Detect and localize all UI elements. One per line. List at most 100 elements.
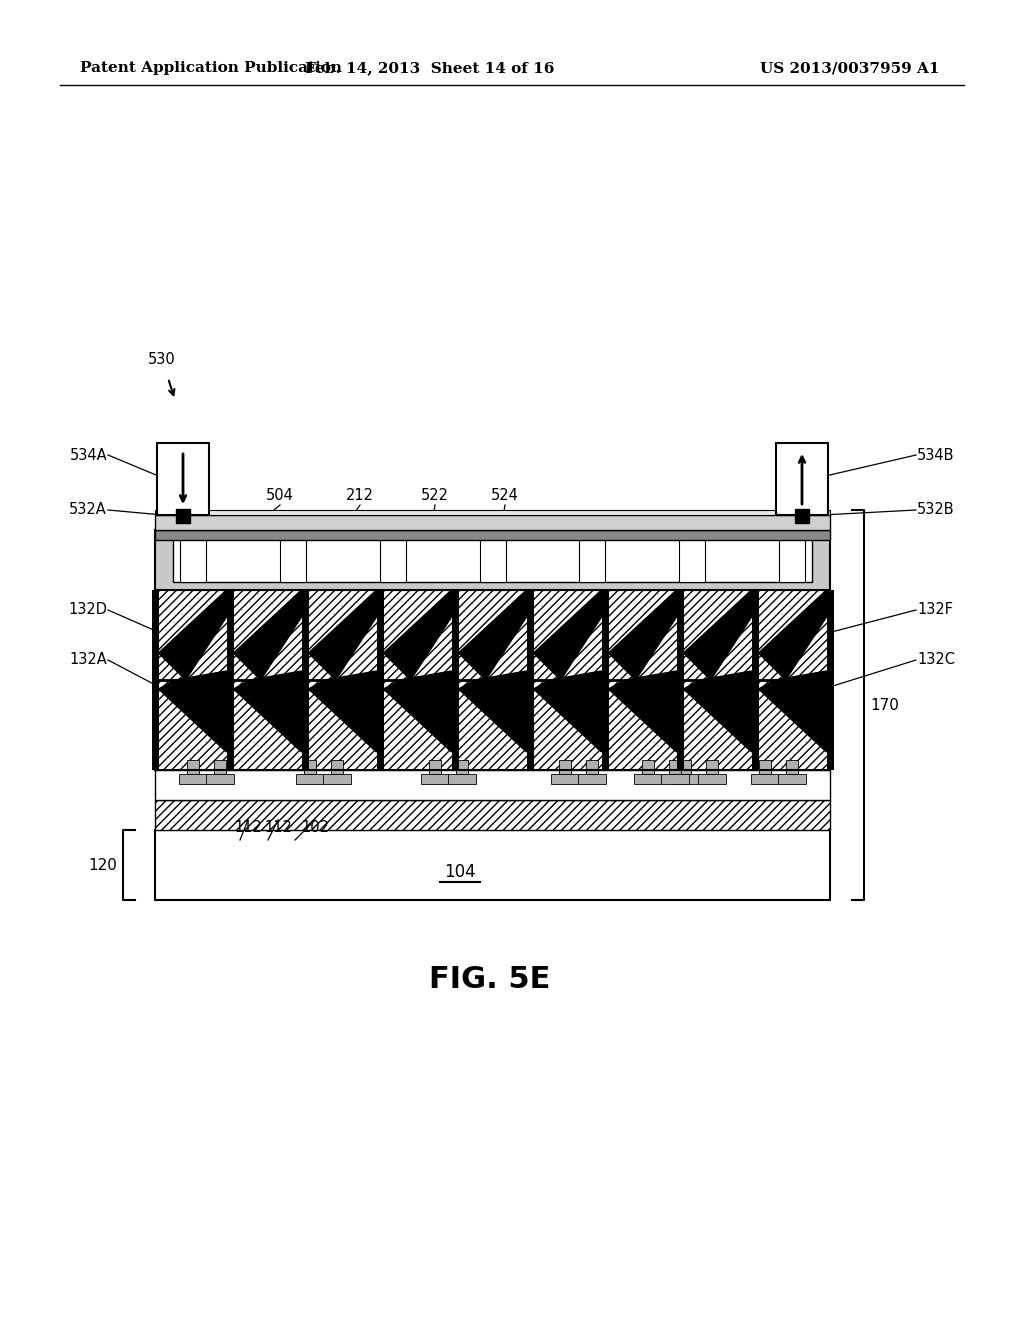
Polygon shape <box>534 590 601 680</box>
Polygon shape <box>308 671 377 752</box>
Text: 534A: 534A <box>70 447 106 462</box>
Text: US 2013/0037959 A1: US 2013/0037959 A1 <box>761 61 940 75</box>
Bar <box>173 539 812 582</box>
Bar <box>308 590 377 770</box>
Polygon shape <box>534 671 601 752</box>
Text: 524: 524 <box>492 488 519 503</box>
Bar <box>601 590 608 770</box>
Polygon shape <box>233 671 301 752</box>
Bar <box>759 590 826 770</box>
Polygon shape <box>459 671 526 752</box>
Bar <box>706 760 718 774</box>
Bar <box>155 531 830 540</box>
Text: 132C: 132C <box>918 652 955 668</box>
Bar <box>642 760 654 774</box>
Bar <box>377 590 384 770</box>
Bar <box>301 590 308 770</box>
Polygon shape <box>759 671 826 752</box>
Text: 534B: 534B <box>918 447 954 462</box>
Bar <box>526 590 534 770</box>
Polygon shape <box>384 590 452 680</box>
Bar <box>752 590 759 770</box>
Bar <box>155 590 830 770</box>
Bar <box>698 774 726 784</box>
Text: 212: 212 <box>346 488 374 503</box>
Bar <box>786 760 798 774</box>
Bar <box>479 536 506 582</box>
Bar <box>331 760 343 774</box>
Bar <box>456 760 468 774</box>
Bar <box>380 536 406 582</box>
Bar <box>206 774 234 784</box>
Polygon shape <box>159 590 226 680</box>
Bar <box>159 590 226 770</box>
Text: 104: 104 <box>444 863 476 880</box>
Bar <box>826 590 834 770</box>
Bar <box>578 774 606 784</box>
Text: 532B: 532B <box>918 503 954 517</box>
Text: FIG. 5E: FIG. 5E <box>429 965 551 994</box>
Bar <box>679 760 691 774</box>
Text: Feb. 14, 2013  Sheet 14 of 16: Feb. 14, 2013 Sheet 14 of 16 <box>305 61 555 75</box>
Bar <box>155 830 830 900</box>
Bar <box>155 515 830 531</box>
Bar <box>421 774 449 784</box>
Bar <box>683 590 752 770</box>
Bar <box>580 536 605 582</box>
Text: 112: 112 <box>234 820 262 836</box>
Bar <box>179 774 207 784</box>
Bar <box>155 510 830 515</box>
Bar <box>452 590 459 770</box>
Bar <box>779 536 805 582</box>
Bar <box>280 536 306 582</box>
Text: 522: 522 <box>421 488 449 503</box>
Bar <box>677 590 683 770</box>
Text: 102: 102 <box>301 820 329 836</box>
Bar <box>304 760 316 774</box>
Text: 504: 504 <box>266 488 294 503</box>
Bar <box>679 536 706 582</box>
Polygon shape <box>233 590 301 680</box>
Polygon shape <box>759 590 826 680</box>
Polygon shape <box>308 590 377 680</box>
Text: Patent Application Publication: Patent Application Publication <box>80 61 342 75</box>
Bar <box>214 760 226 774</box>
Text: 530: 530 <box>148 352 176 367</box>
Bar <box>776 444 828 515</box>
Bar <box>586 760 598 774</box>
Bar <box>155 531 830 590</box>
Bar <box>226 590 233 770</box>
Bar <box>152 590 159 770</box>
Bar <box>778 774 806 784</box>
Bar <box>559 760 571 774</box>
Bar <box>449 774 476 784</box>
Bar <box>826 590 830 770</box>
Bar <box>155 800 830 830</box>
Text: 132A: 132A <box>70 652 106 668</box>
Text: 532A: 532A <box>70 503 106 517</box>
Polygon shape <box>159 671 226 752</box>
Bar <box>795 510 809 523</box>
Bar <box>551 774 579 784</box>
Bar <box>233 590 301 770</box>
Text: 120: 120 <box>88 858 117 873</box>
Bar <box>671 774 699 784</box>
Text: 112: 112 <box>264 820 292 836</box>
Bar <box>429 760 441 774</box>
Bar <box>384 590 452 770</box>
Bar <box>751 774 779 784</box>
Polygon shape <box>608 671 677 752</box>
Bar <box>155 770 830 800</box>
Bar <box>187 760 199 774</box>
Bar <box>634 774 662 784</box>
Text: 170: 170 <box>870 697 899 713</box>
Bar <box>323 774 351 784</box>
Bar <box>180 536 206 582</box>
Bar <box>662 774 689 784</box>
Bar <box>176 510 190 523</box>
Bar <box>608 590 677 770</box>
Bar <box>155 590 830 770</box>
Polygon shape <box>608 590 677 680</box>
Bar <box>155 590 159 770</box>
Bar <box>157 444 209 515</box>
